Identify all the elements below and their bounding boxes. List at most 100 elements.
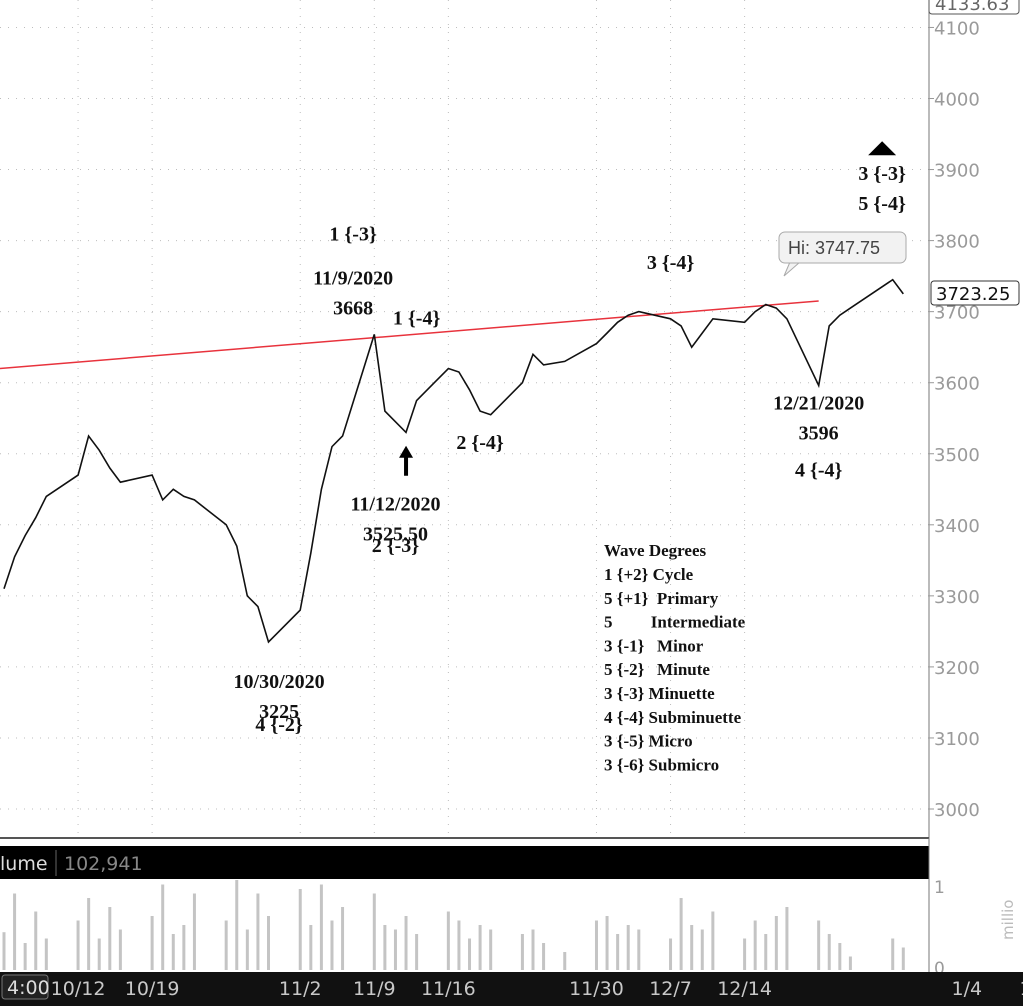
triangle-up-icon bbox=[868, 141, 897, 156]
arrow-up-icon bbox=[399, 445, 414, 476]
volume-bar bbox=[267, 916, 270, 970]
wave-annotation: 12/21/2020 bbox=[773, 393, 864, 415]
volume-bar bbox=[161, 884, 165, 970]
volume-bar bbox=[319, 884, 323, 970]
high-label: Hi: 3747.75 bbox=[788, 238, 880, 258]
price-axis: 3000 3100 3200 3300 3400 3500 3600 3700 3800 3900… bbox=[928, 0, 1023, 838]
volume-bar bbox=[182, 925, 186, 970]
volume-bar bbox=[2, 932, 6, 970]
y-tick-label: 3900 bbox=[934, 161, 980, 182]
volume-bar bbox=[848, 956, 852, 970]
volume-bar bbox=[192, 893, 196, 970]
x-tick-label: 12/14 bbox=[717, 978, 772, 1000]
y-tick-label: 3800 bbox=[934, 232, 980, 253]
y-tick-label: 3500 bbox=[934, 445, 980, 466]
top-price-label: 4133.63 bbox=[935, 0, 1009, 15]
volume-bar bbox=[404, 916, 408, 970]
volume-bar bbox=[97, 938, 101, 970]
volume-bar bbox=[785, 907, 789, 970]
wave-annotation: 1 {-4} bbox=[393, 307, 441, 329]
volume-bar bbox=[679, 898, 683, 970]
x-tick-label: 10/19 bbox=[125, 978, 180, 1000]
y-tick-label: 4100 bbox=[934, 18, 980, 39]
volume-bar bbox=[383, 925, 387, 970]
volume-bar bbox=[446, 911, 450, 970]
volume-bar bbox=[605, 916, 609, 970]
volume-label: lume bbox=[0, 853, 48, 875]
price-series-line bbox=[3, 278, 904, 644]
volume-units: millio bbox=[999, 900, 1017, 940]
wave-annotation: 4 {-4} bbox=[795, 459, 843, 481]
volume-bar bbox=[520, 934, 524, 970]
volume-bar bbox=[753, 920, 757, 970]
wave-degree-legend: Wave Degrees 1 {+2} Cycle 5 {+1} Primary 5… bbox=[604, 541, 746, 774]
volume-bar bbox=[341, 907, 345, 970]
volume-bar bbox=[87, 898, 91, 970]
volume-bar bbox=[531, 929, 535, 970]
volume-bar bbox=[256, 893, 260, 970]
wave-annotation: 3 {-4} bbox=[647, 252, 695, 274]
wave-annotation: 3225 bbox=[259, 701, 299, 723]
volume-bar bbox=[150, 916, 154, 970]
legend-item: 5 Intermediate bbox=[604, 613, 746, 632]
volume-bar bbox=[224, 920, 228, 970]
legend-item: 1 {+2} Cycle bbox=[604, 565, 694, 584]
x-tick-label: 12/7 bbox=[649, 978, 692, 1000]
wave-annotations: 1 {-3} 11/9/2020 3668 1 {-4} 11/12/2020 3525.… bbox=[234, 57, 981, 736]
volume-bar bbox=[171, 934, 175, 970]
x-tick-label: 1/11 bbox=[1020, 978, 1023, 1000]
chart-grid bbox=[0, 0, 968, 838]
volume-bar bbox=[372, 893, 376, 970]
x-tick-label: 1/4 bbox=[951, 978, 982, 1000]
volume-bar bbox=[235, 880, 239, 970]
volume-bar bbox=[245, 929, 249, 970]
x-tick-label: 10/12 bbox=[51, 978, 106, 1000]
volume-bar bbox=[309, 925, 313, 970]
legend-item: 3 {-5} Micro bbox=[604, 732, 693, 751]
volume-bar bbox=[711, 911, 715, 970]
wave-annotation: 10/30/2020 bbox=[234, 671, 325, 693]
volume-bar bbox=[626, 925, 630, 970]
y-tick-label: 3200 bbox=[934, 658, 980, 679]
volume-bar bbox=[817, 920, 821, 970]
volume-bar bbox=[774, 916, 778, 970]
volume-bar bbox=[838, 943, 842, 970]
volume-bar bbox=[743, 938, 747, 970]
volume-bar bbox=[542, 943, 546, 970]
volume-bar bbox=[415, 934, 419, 970]
volume-bar bbox=[468, 938, 472, 970]
high-tooltip: Hi: 3747.75 bbox=[778, 231, 907, 277]
wave-annotation: 1 {-3} bbox=[329, 224, 377, 246]
x-tick-label: 11/30 bbox=[569, 978, 624, 1000]
volume-bar bbox=[330, 920, 334, 970]
volume-bar bbox=[393, 929, 397, 970]
wave-annotation: 11/12/2020 bbox=[350, 494, 440, 516]
y-tick-label: 3300 bbox=[934, 587, 980, 608]
volume-bar bbox=[563, 952, 567, 970]
volume-axis-bottom: 0 bbox=[934, 959, 945, 979]
y-tick-label: 3100 bbox=[934, 729, 980, 750]
date-axis: 4:00 10/12 10/19 11/2 11/9 11/16 11/30 12/7 12/… bbox=[0, 972, 1023, 1006]
volume-bar bbox=[827, 934, 831, 970]
volume-bar bbox=[594, 920, 598, 970]
volume-bar bbox=[44, 938, 48, 970]
y-tick-label: 3600 bbox=[934, 374, 980, 395]
volume-value: 102,941 bbox=[64, 853, 143, 875]
legend-item: 5 {+1} Primary bbox=[604, 589, 719, 608]
legend-item: 3 {-1} Minor bbox=[604, 636, 704, 655]
volume-bar bbox=[108, 907, 112, 970]
wave-annotation: 3525.50 bbox=[363, 524, 428, 546]
y-tick-label: 3000 bbox=[934, 800, 980, 821]
legend-title: Wave Degrees bbox=[604, 541, 707, 560]
wave-annotation: 5 {-4} bbox=[858, 193, 906, 215]
wave-annotation: 3 {-3} bbox=[858, 163, 906, 185]
volume-bar bbox=[298, 889, 302, 970]
volume-bar bbox=[690, 925, 694, 970]
wave-annotation: 11/9/2020 bbox=[313, 268, 393, 290]
volume-bar bbox=[616, 934, 620, 970]
x-tick-label: 11/9 bbox=[353, 978, 396, 1000]
wave-annotation: 3596 bbox=[799, 423, 839, 445]
wave-annotation: 4 {-2} bbox=[255, 714, 303, 736]
last-price-label: 3723.25 bbox=[936, 284, 1010, 305]
